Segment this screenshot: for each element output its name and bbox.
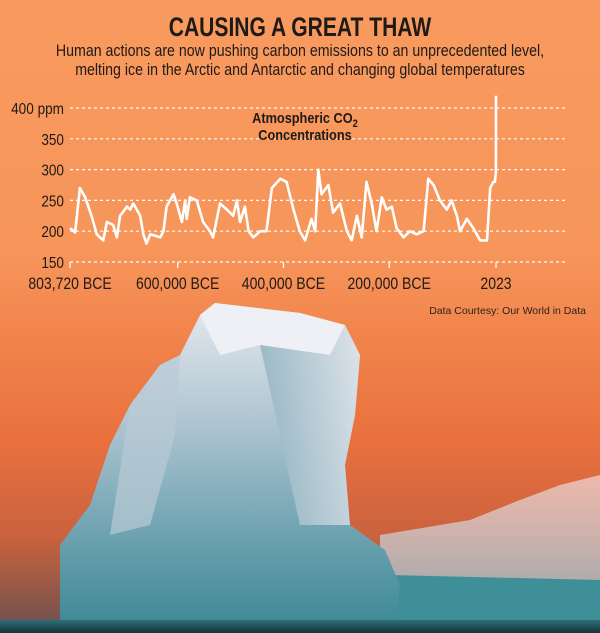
- y-tick-label: 300: [41, 163, 64, 180]
- x-tick-label: 803,720 BCE: [28, 275, 111, 293]
- x-tick-label: 600,000 BCE: [136, 275, 219, 293]
- iceberg: [60, 303, 400, 625]
- subtitle: Human actions are now pushing carbon emi…: [42, 42, 558, 80]
- x-tick-label: 400,000 BCE: [242, 275, 325, 293]
- x-tick-label: 200,000 BCE: [348, 275, 431, 293]
- chart-title-line2: Concentrations: [258, 126, 352, 143]
- subtitle-line: Human actions are now pushing carbon emi…: [55, 42, 545, 60]
- data-credit: Data Courtesy: Our World in Data: [429, 305, 586, 317]
- co2-series-line: [69, 95, 498, 245]
- sea: [0, 620, 600, 633]
- y-tick-label: 200: [41, 224, 64, 241]
- iceberg-photo: [0, 303, 600, 633]
- y-tick-label: 150: [41, 255, 64, 272]
- chart-title: Atmospheric CO2: [252, 109, 358, 130]
- co2-chart: 150 200 250 300 350 400 ppm 803,720 BCE 600,00…: [11, 95, 568, 293]
- x-tick-label: 2023: [480, 275, 511, 293]
- background-ice-shelf: [380, 475, 600, 625]
- y-tick-label: 400 ppm: [11, 101, 64, 118]
- page-title: CAUSING A GREAT THAW: [168, 12, 432, 42]
- y-tick-label: 250: [41, 193, 64, 210]
- subtitle-line: melting ice in the Arctic and Antarctic …: [75, 61, 525, 79]
- y-tick-label: 350: [41, 132, 64, 149]
